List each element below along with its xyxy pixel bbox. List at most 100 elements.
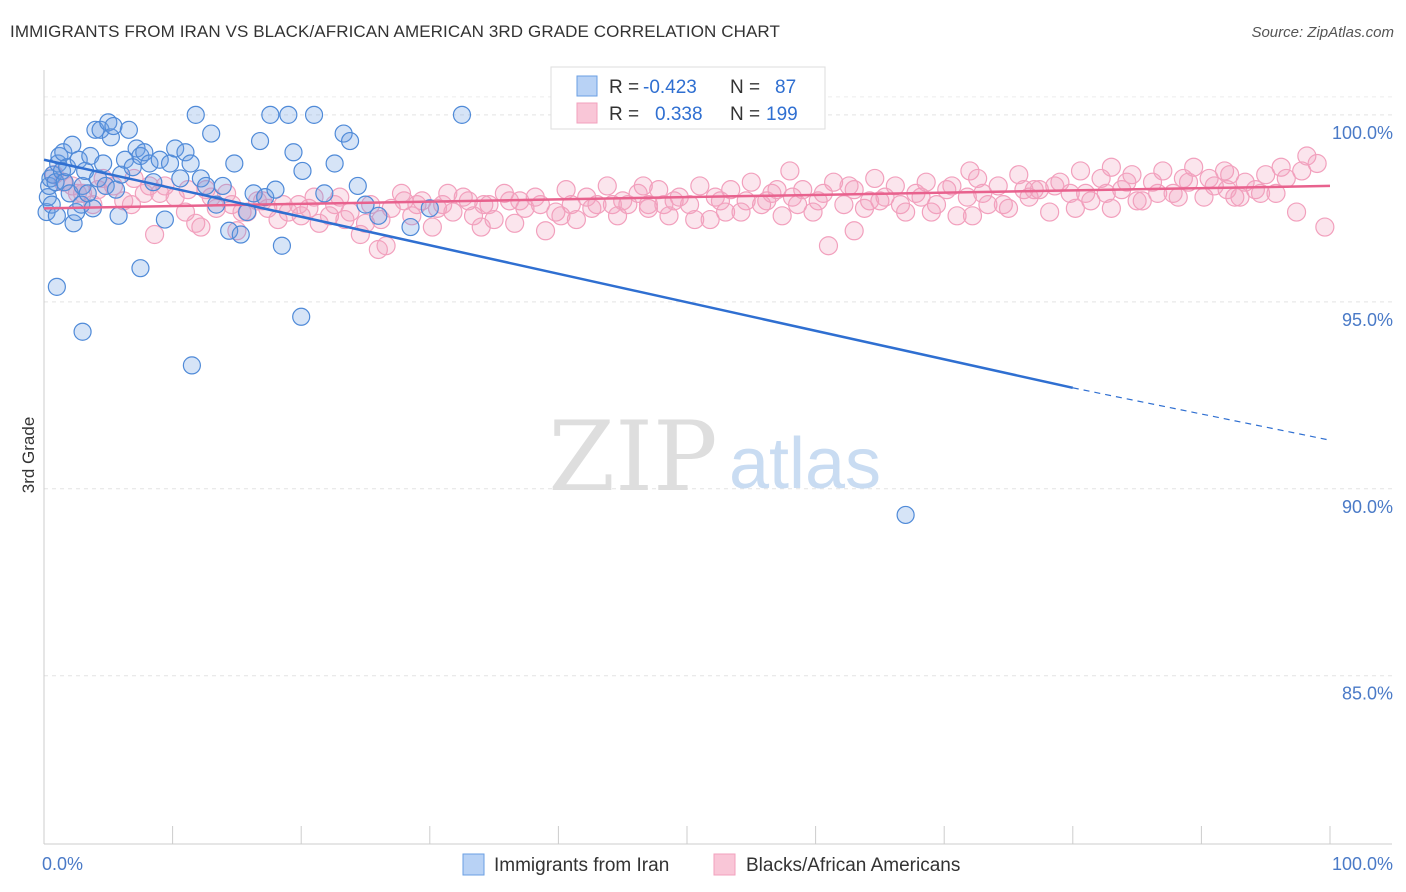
data-point-iran (64, 214, 83, 233)
data-point-iran (55, 173, 74, 192)
data-point-iran (284, 143, 303, 162)
y-tick-label: 90.0% (1342, 497, 1393, 517)
data-point-iran (369, 206, 388, 225)
data-point-blacks (566, 209, 587, 230)
watermark-atlas: atlas (729, 424, 881, 504)
data-point-iran (94, 154, 113, 173)
data-point-blacks (1307, 153, 1327, 174)
data-point-iran (135, 143, 154, 162)
data-point-iran (213, 176, 232, 196)
data-point-iran (181, 154, 200, 173)
data-point-iran (47, 206, 66, 225)
data-point-blacks (1101, 198, 1121, 218)
data-point-iran (101, 128, 120, 147)
data-point-iran (109, 206, 128, 225)
legend-swatch-pink (576, 102, 598, 124)
data-point-blacks (443, 202, 463, 222)
data-point-blacks (1168, 187, 1188, 207)
data-point-iran (250, 131, 270, 151)
data-point-iran (115, 150, 135, 169)
data-point-blacks (1101, 157, 1121, 177)
trend-line-iran-extension (1072, 387, 1331, 441)
data-point-blacks (1292, 161, 1312, 181)
legend-n-label: N = (730, 104, 760, 125)
data-point-iran (293, 161, 312, 181)
data-point-blacks (638, 195, 659, 215)
data-point-blacks (1070, 161, 1091, 181)
y-tick-label: 85.0% (1342, 684, 1393, 704)
data-point-blacks (787, 195, 808, 215)
data-point-blacks (602, 195, 623, 215)
data-point-blacks (1045, 176, 1065, 196)
data-point-blacks (685, 209, 705, 230)
y-tick-label: 100.0% (1332, 123, 1393, 143)
data-point-blacks (551, 206, 571, 226)
data-point-blacks (438, 183, 458, 203)
data-point-iran (325, 154, 344, 173)
data-point-blacks (1245, 180, 1266, 200)
data-point-blacks (916, 172, 936, 192)
data-point-iran (171, 169, 190, 188)
data-point-blacks (700, 209, 720, 230)
data-point-blacks (1153, 161, 1173, 181)
legend-swatch-blue (576, 75, 598, 97)
data-point-blacks (427, 198, 448, 218)
data-point-blacks (654, 195, 674, 215)
data-point-blacks (319, 206, 340, 226)
data-point-blacks (186, 213, 206, 233)
data-point-blacks (870, 191, 890, 211)
series-iran-points (37, 105, 915, 525)
legend-r-value: 0.338 (655, 104, 703, 125)
data-point-blacks (1286, 202, 1307, 222)
data-point-blacks (422, 217, 442, 237)
data-point-blacks (613, 191, 633, 211)
data-point-blacks (1297, 146, 1317, 166)
data-point-iran (401, 217, 420, 237)
data-point-blacks (546, 202, 566, 222)
legend-n-value: 87 (775, 77, 796, 98)
data-point-iran (73, 322, 92, 341)
data-point-blacks (937, 180, 957, 200)
data-point-iran (315, 184, 334, 203)
data-point-blacks (1024, 180, 1044, 200)
data-point-iran (47, 277, 66, 296)
data-point-blacks (1199, 168, 1219, 189)
data-point-iran (420, 199, 439, 218)
data-point-iran (131, 259, 150, 278)
data-point-blacks (1148, 183, 1168, 203)
data-point-iran (220, 221, 239, 240)
legend-label-iran: Immigrants from Iran (494, 855, 669, 876)
data-point-iran (272, 236, 292, 255)
data-point-blacks (780, 161, 800, 181)
legend-swatch-iran (462, 853, 485, 876)
data-point-blacks (998, 198, 1019, 218)
data-point-blacks (921, 202, 941, 222)
data-point-blacks (587, 195, 607, 215)
data-point-blacks (1127, 191, 1147, 211)
data-point-blacks (993, 195, 1013, 215)
data-point-blacks (1315, 217, 1335, 237)
data-point-blacks (1132, 191, 1152, 211)
data-point-blacks (860, 191, 880, 211)
data-point-iran (231, 225, 250, 244)
legend-r-label: R = (609, 77, 639, 98)
data-point-iran (266, 180, 285, 199)
data-point-blacks (505, 213, 525, 233)
data-point-blacks (890, 195, 911, 215)
legend-r-label: R = (609, 104, 639, 125)
data-point-iran (340, 131, 360, 151)
data-point-blacks (1184, 157, 1204, 177)
trend-lines (43, 158, 1331, 441)
data-point-iran (150, 150, 169, 169)
data-point-iran (104, 116, 123, 136)
data-point-iran (63, 135, 82, 154)
data-point-iran (202, 124, 221, 143)
data-point-blacks (1250, 183, 1271, 203)
data-point-blacks (633, 176, 653, 196)
data-point-blacks (1266, 183, 1286, 203)
legend-r-value: -0.423 (643, 77, 697, 98)
data-point-blacks (690, 176, 710, 196)
data-point-blacks (772, 206, 792, 226)
y-tick-labels: 100.0% 95.0% 90.0% 85.0% (1332, 123, 1393, 704)
data-point-blacks (978, 195, 998, 215)
